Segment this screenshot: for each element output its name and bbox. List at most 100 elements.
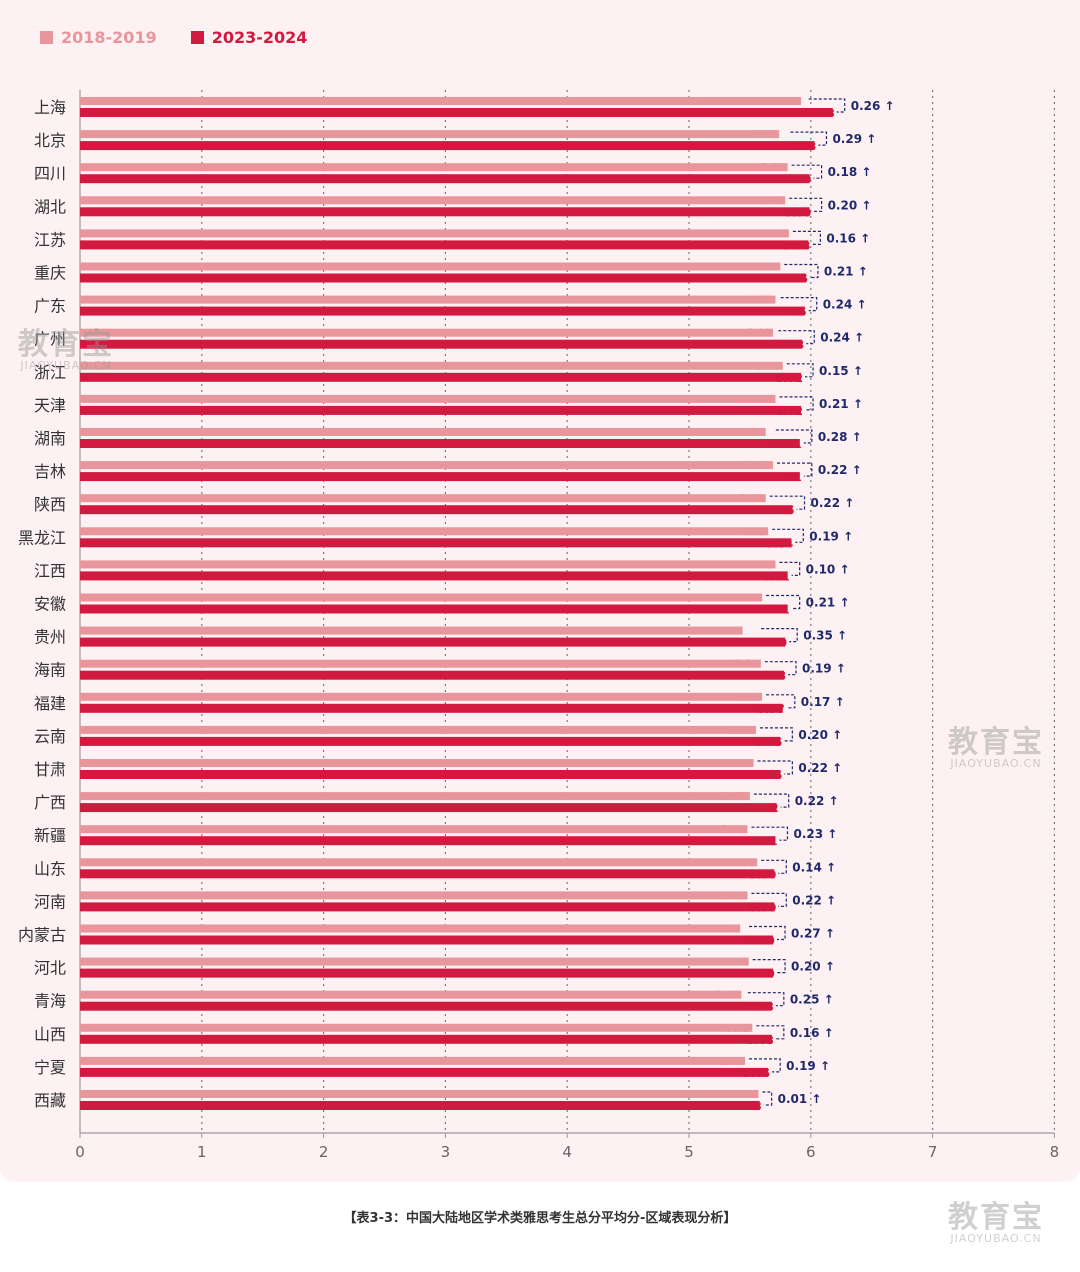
- data-label-2018-2019: 5.44: [716, 625, 741, 638]
- legend-label-2018-2019: 2018-2019: [61, 28, 157, 47]
- data-label-2018-2019: 5.71: [749, 294, 774, 307]
- bar-2018-2019: [80, 1090, 759, 1098]
- bar-2018-2019: [80, 659, 761, 668]
- difference-label: 0.15 ↑: [819, 364, 863, 378]
- difference-label: 0.24 ↑: [823, 298, 867, 312]
- category-label: 山东: [34, 859, 66, 878]
- data-label-2018-2019: 5.60: [736, 691, 761, 704]
- bar-2023-2024: [80, 339, 803, 349]
- category-label: 贵州: [34, 628, 66, 647]
- category-label: 西藏: [34, 1091, 66, 1110]
- category-label: 内蒙古: [18, 926, 66, 945]
- category-label: 广州: [34, 330, 66, 349]
- bar-2023-2024: [80, 836, 776, 846]
- x-tick-label: 0: [75, 1143, 85, 1161]
- bar-2018-2019: [80, 759, 754, 767]
- category-label: 广东: [34, 297, 66, 316]
- data-label-2018-2019: 5.69: [747, 327, 772, 340]
- chart-panel: 2018-2019 2023-2024 0 1 2 3 4 5 6 7 8 上海 5.92 6.18 0…: [0, 0, 1080, 1182]
- difference-bracket: [751, 892, 787, 907]
- category-label: 浙江: [34, 363, 66, 382]
- data-label-2018-2019: 5.57: [732, 1088, 757, 1101]
- bar-2023-2024: [80, 273, 806, 283]
- bar-2023-2024: [80, 935, 774, 945]
- data-label-2023-2024: 5.91: [775, 438, 802, 451]
- category-label: 江西: [34, 561, 66, 580]
- bar-2018-2019: [80, 626, 743, 635]
- category-label: 青海: [34, 992, 66, 1011]
- data-label-2018-2019: 5.53: [727, 757, 752, 770]
- category-label: 广西: [34, 793, 66, 812]
- bar-2023-2024: [80, 670, 785, 680]
- watermark-name: 教育宝: [948, 725, 1044, 760]
- x-tick-label: 2: [319, 1143, 329, 1161]
- data-label-2023-2024: 5.65: [743, 1067, 770, 1080]
- bar-2018-2019: [80, 361, 783, 370]
- bar-2023-2024: [80, 538, 792, 548]
- data-label-2018-2019: 5.82: [762, 227, 787, 240]
- watermark-name: 教育宝: [948, 1200, 1044, 1235]
- data-label-2018-2019: 5.52: [726, 1022, 751, 1035]
- data-label-2023-2024: 5.79: [760, 637, 787, 650]
- legend-swatch-2023-2024: [190, 31, 204, 44]
- category-label: 宁夏: [34, 1058, 66, 1077]
- bar-2018-2019: [80, 163, 788, 172]
- difference-label: 0.22 ↑: [811, 496, 855, 510]
- data-label-2023-2024: 5.99: [784, 173, 811, 186]
- difference-label: 0.19 ↑: [809, 529, 853, 543]
- bar-2018-2019: [80, 196, 786, 205]
- legend-item-2018-2019: 2018-2019: [40, 28, 157, 47]
- difference-label: 0.23 ↑: [793, 827, 837, 841]
- bar-2023-2024: [80, 1067, 769, 1077]
- difference-label: 0.10 ↑: [806, 562, 850, 576]
- data-label-2023-2024: 5.71: [750, 835, 777, 848]
- bar-2023-2024: [80, 439, 800, 448]
- bar-2018-2019: [80, 97, 802, 105]
- watermark-bottom: 教育宝 JIAOYUBAO.CN: [948, 1200, 1044, 1245]
- data-label-2023-2024: 5.69: [748, 968, 775, 981]
- difference-label: 0.20 ↑: [828, 198, 872, 212]
- bar-2018-2019: [80, 428, 766, 436]
- data-label-2018-2019: 5.50: [723, 790, 748, 803]
- difference-bracket: [766, 594, 801, 610]
- bar-2018-2019: [80, 725, 756, 734]
- data-label-2018-2019: 5.59: [734, 658, 759, 671]
- category-label: 吉林: [34, 462, 66, 481]
- difference-label: 0.28 ↑: [818, 430, 862, 444]
- data-label-2023-2024: 5.99: [784, 206, 811, 219]
- chart-caption: 【表3-3：中国大陆地区学术类雅思考生总分平均分-区域表现分析】: [343, 1211, 737, 1226]
- data-label-2023-2024: 5.77: [758, 703, 785, 716]
- watermark-right: 教育宝 JIAOYUBAO.CN: [948, 725, 1044, 770]
- difference-bracket: [779, 561, 801, 576]
- difference-label: 0.14 ↑: [792, 860, 836, 874]
- data-label-2023-2024: 5.70: [749, 868, 776, 881]
- difference-bracket: [753, 793, 790, 808]
- bar-2018-2019: [80, 593, 763, 602]
- bar-2018-2019: [80, 328, 774, 337]
- difference-label: 0.24 ↑: [820, 331, 864, 345]
- data-label-2023-2024: 5.75: [755, 769, 782, 782]
- data-label-2023-2024: 5.68: [747, 1001, 774, 1014]
- data-label-2018-2019: 5.46: [719, 1055, 744, 1068]
- difference-label: 0.25 ↑: [790, 993, 834, 1007]
- bar-2023-2024: [80, 174, 810, 184]
- data-label-2023-2024: 5.68: [747, 1034, 774, 1047]
- bar-2023-2024: [80, 372, 802, 382]
- data-label-2023-2024: 5.92: [776, 405, 803, 418]
- difference-bracket: [749, 925, 786, 941]
- bar-2018-2019: [80, 692, 763, 701]
- category-label: 河北: [34, 959, 66, 978]
- data-label-2018-2019: 5.92: [775, 95, 800, 108]
- difference-label: 0.19 ↑: [786, 1059, 830, 1073]
- difference-label: 0.01 ↑: [778, 1092, 822, 1106]
- legend: 2018-2019 2023-2024: [40, 28, 307, 47]
- x-tick-label: 6: [806, 1143, 816, 1161]
- difference-bracket: [762, 1091, 773, 1106]
- data-label-2018-2019: 5.42: [714, 923, 739, 936]
- difference-label: 0.19 ↑: [802, 662, 846, 676]
- category-label: 海南: [34, 661, 66, 680]
- bar-2023-2024: [80, 604, 788, 614]
- bar-2023-2024: [80, 505, 793, 515]
- bar-2018-2019: [80, 295, 776, 304]
- data-label-2018-2019: 5.65: [742, 525, 767, 538]
